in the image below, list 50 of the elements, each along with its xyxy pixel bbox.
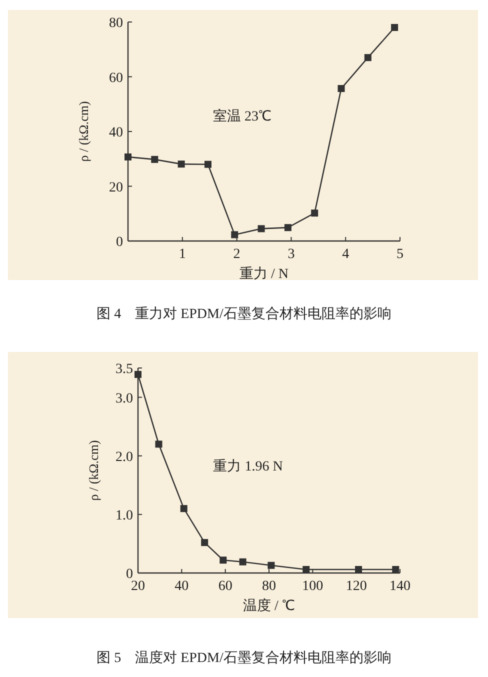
x-tick-label: 2 (233, 247, 240, 262)
y-tick-label: 2.0 (116, 450, 133, 465)
point (231, 231, 238, 238)
point (134, 370, 142, 378)
y-tick-label: 60 (109, 70, 123, 86)
point (338, 85, 345, 92)
point (201, 539, 208, 546)
point (180, 505, 188, 512)
x-tick-label: 140 (390, 579, 410, 594)
y-tick-label: 3.0 (116, 391, 133, 406)
point (178, 160, 185, 168)
x-tick-label: 100 (302, 579, 324, 594)
y-axis-title: ρ / (kΩ.cm) (76, 101, 91, 162)
annotation: 室温 23℃ (212, 108, 272, 125)
x-tick-label: 5 (396, 247, 404, 262)
point (355, 566, 362, 573)
point (258, 225, 265, 232)
x-tick-label: 20 (131, 579, 145, 594)
point (391, 24, 398, 31)
x-tick-label: 4 (342, 247, 350, 262)
x-tick-label: 120 (346, 579, 367, 594)
point (204, 160, 212, 168)
point (124, 153, 132, 160)
annotation: 重力 1.96 N (213, 458, 283, 474)
x-tick-label: 3 (288, 247, 295, 262)
x-axis-title: 温度 / ℃ (243, 598, 295, 614)
y-tick-label: 20 (109, 180, 123, 196)
x-tick-label: 60 (218, 579, 232, 594)
y-tick-label: 40 (109, 126, 123, 140)
y-tick-label: 0 (116, 235, 123, 250)
x-tick-label: 80 (262, 579, 276, 594)
y-tick-label: 1.0 (116, 508, 133, 524)
point (284, 224, 292, 232)
point (364, 54, 372, 62)
y-tick-label: 80 (109, 16, 123, 31)
point (220, 556, 227, 564)
x-tick-label: 1 (178, 247, 186, 262)
text: 图 5 温度对 EPDM/石墨复合材料电阻率的影响 (96, 650, 392, 666)
x-tick-label: 40 (174, 579, 189, 594)
y-axis-title: ρ / (kΩ.cm) (86, 440, 101, 501)
point (268, 562, 275, 569)
point (302, 566, 310, 573)
y-tick-label: 3.5 (116, 362, 133, 377)
point (151, 156, 158, 163)
text: 图 4 重力对 EPDM/石墨复合材料电阻率的影响 (96, 306, 392, 322)
point (155, 440, 162, 448)
point (311, 210, 318, 217)
point (239, 558, 246, 566)
x-axis-title: 重力 / N (240, 266, 288, 282)
y-tick-label: 0 (126, 567, 133, 582)
